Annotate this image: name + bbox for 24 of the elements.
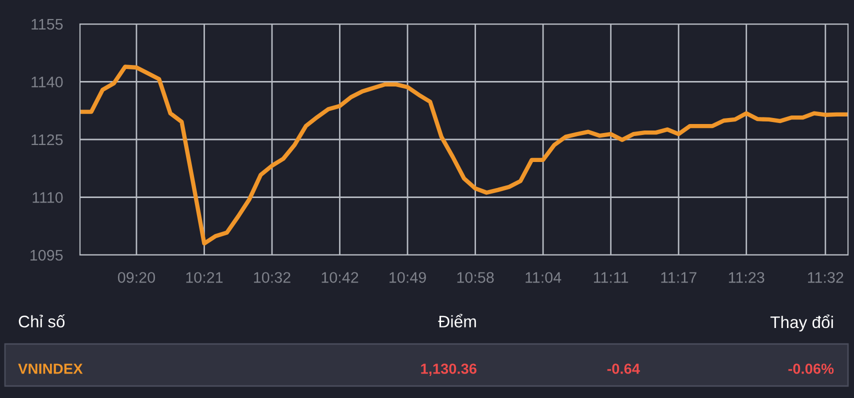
x-tick-label: 10:58 [457,272,494,283]
x-tick-label: 10:32 [254,272,290,283]
x-tick-label: 10:49 [390,272,426,283]
text: Điểm [438,314,476,328]
x-tick-label: 10:42 [322,272,358,283]
x-tick-label: 11:32 [808,272,844,283]
text: -0.64 [607,364,640,374]
y-tick-label: 1095 [30,250,63,261]
x-tick-label: 10:21 [186,272,223,283]
y-tick-label: 1140 [32,76,63,88]
text: 1,130.36 [421,364,476,376]
x-tick-label: 11:23 [728,272,764,283]
y-tick-label: 1125 [32,134,63,146]
y-tick-label: 1155 [32,19,63,30]
text: Chỉ số [18,314,65,328]
line-series [80,64,848,246]
x-tick-label: 11:11 [594,272,628,283]
text: Thay đổi [770,314,833,332]
x-tick-label: 11:17 [661,272,696,283]
y-tick-label: 1110 [32,192,63,203]
x-tick-label: 09:20 [118,272,155,283]
text: -0.06% [788,364,834,374]
text: VNINDEX [18,364,83,374]
x-tick-label: 11:04 [526,272,562,283]
